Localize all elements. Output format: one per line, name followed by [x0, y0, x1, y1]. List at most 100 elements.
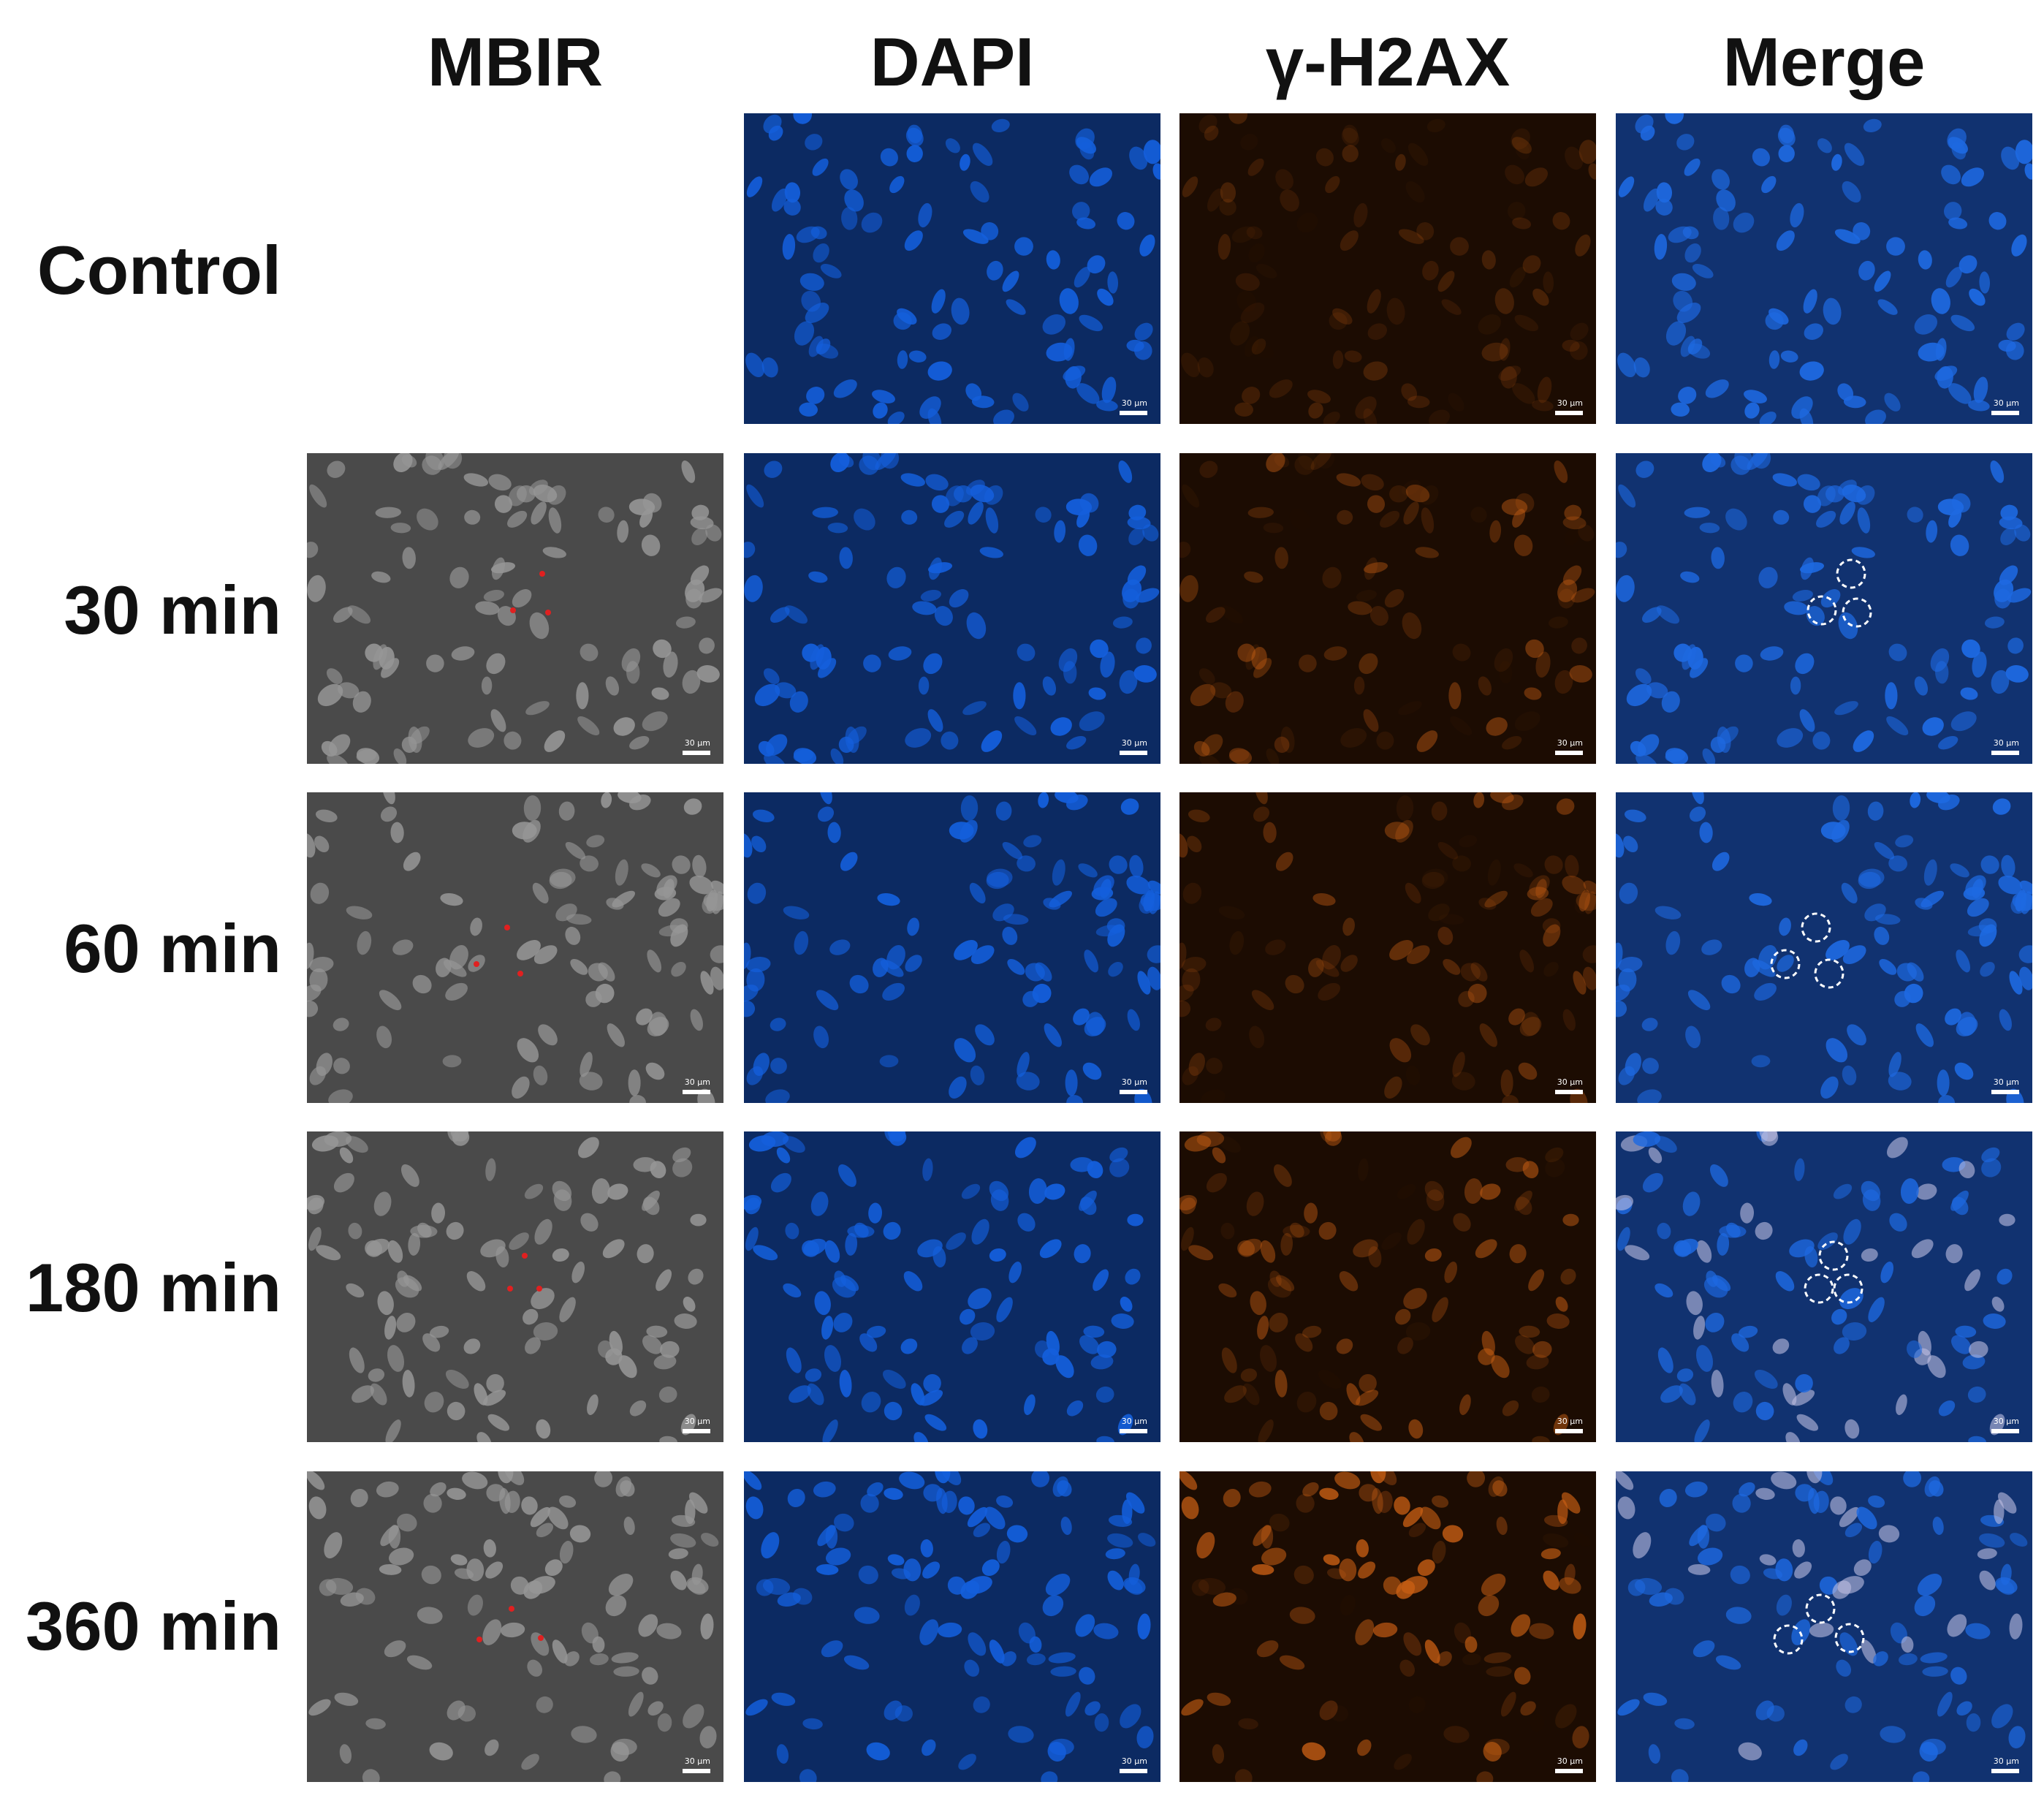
cell-nucleus: [1336, 1338, 1353, 1354]
cell-nucleus: [1003, 914, 1029, 925]
cell-nucleus: [675, 616, 696, 629]
cell-nucleus: [1450, 237, 1469, 256]
cell-nucleus: [745, 1699, 768, 1716]
cell-nucleus: [1562, 565, 1582, 585]
cell-nucleus: [882, 982, 905, 1001]
cell-nucleus: [1253, 806, 1270, 822]
cell-nucleus: [642, 711, 668, 732]
cell-nucleus: [1941, 164, 1961, 185]
cell-nucleus: [1484, 890, 1508, 908]
cell-nucleus: [598, 962, 615, 982]
cell-nucleus: [1834, 701, 1858, 716]
cell-nucleus: [1847, 1024, 1866, 1046]
cell-nucleus: [1938, 1095, 1955, 1103]
cell-nucleus: [628, 1069, 641, 1096]
cell-nucleus: [602, 1239, 625, 1259]
cell-nucleus: [1923, 859, 1937, 886]
cell-nucleus: [1979, 271, 1991, 294]
cell-nucleus: [307, 575, 326, 602]
cell-nucleus: [1255, 264, 1277, 278]
cell-nucleus: [1269, 1312, 1288, 1332]
cell-nucleus: [1917, 1574, 1942, 1596]
cell-nucleus: [475, 601, 500, 615]
cell-nucleus: [533, 1322, 558, 1341]
cell-nucleus: [328, 1089, 353, 1103]
cell-nucleus: [1955, 1325, 1977, 1338]
cell-nucleus: [1616, 985, 1630, 1002]
cell-nucleus: [382, 792, 395, 805]
cell-nucleus: [2009, 1613, 2023, 1639]
cell-nucleus: [645, 1062, 665, 1080]
cell-nucleus: [683, 798, 702, 815]
cell-nucleus: [1772, 473, 1797, 487]
cell-nucleus: [1133, 665, 1157, 683]
irradiation-point-marker: [510, 607, 516, 613]
cell-nucleus: [1251, 646, 1267, 670]
cell-nucleus: [1093, 1269, 1109, 1292]
cell-nucleus: [1127, 1009, 1140, 1031]
cell-nucleus: [1353, 1239, 1378, 1258]
cell-nucleus: [1370, 1471, 1386, 1484]
cell-nucleus: [1198, 668, 1215, 684]
cell-nucleus: [1139, 234, 1155, 257]
cell-nucleus: [1616, 1000, 1627, 1017]
cell-nucleus: [1494, 648, 1513, 672]
cell-nucleus: [1537, 376, 1552, 403]
cell-nucleus: [931, 495, 950, 513]
cell-nucleus: [1931, 288, 1950, 314]
cell-nucleus: [1920, 1738, 1946, 1756]
cell-nucleus: [1486, 717, 1508, 736]
cell-nucleus: [1951, 1197, 1969, 1216]
cell-nucleus: [897, 350, 908, 369]
cell-nucleus: [1198, 1577, 1226, 1595]
cell-nucleus: [1334, 1471, 1361, 1490]
cell-nucleus: [400, 1164, 419, 1187]
cell-nucleus: [1253, 658, 1272, 678]
cell-nucleus: [1950, 711, 1977, 732]
cell-nucleus: [494, 495, 513, 513]
cell-nucleus: [863, 654, 881, 672]
cell-nucleus: [782, 234, 796, 260]
cell-nucleus: [1514, 314, 1539, 332]
cell-nucleus: [1676, 134, 1695, 151]
cell-nucleus: [1274, 455, 1290, 468]
cell-nucleus: [1048, 1652, 1076, 1664]
cell-nucleus: [1505, 164, 1525, 185]
cell-nucleus: [1501, 498, 1528, 516]
cell-nucleus: [1304, 1202, 1318, 1224]
cell-nucleus: [1384, 1076, 1402, 1099]
cell-nucleus: [533, 1065, 548, 1085]
cell-nucleus: [1059, 288, 1079, 314]
cell-nucleus: [1535, 651, 1551, 678]
cell-nucleus: [1556, 798, 1575, 815]
cell-nucleus: [1531, 1386, 1550, 1403]
cell-nucleus: [1101, 376, 1117, 403]
cell-nucleus: [355, 1588, 376, 1605]
cell-nucleus: [1682, 1191, 1701, 1216]
cell-nucleus: [1618, 957, 1643, 973]
cell-nucleus: [347, 605, 371, 624]
cell-nucleus: [1198, 114, 1217, 134]
cell-nucleus: [1559, 1577, 1581, 1594]
cell-nucleus: [1453, 1213, 1471, 1232]
dashed-circle-marker: [1805, 1593, 1836, 1624]
cell-nucleus: [840, 852, 858, 871]
cell-nucleus: [1289, 1607, 1315, 1624]
cell-nucleus: [744, 542, 756, 558]
cell-nucleus: [488, 474, 512, 491]
cell-nucleus: [1858, 868, 1885, 887]
cell-nucleus: [553, 1189, 572, 1211]
cell-nucleus: [1353, 676, 1365, 695]
cell-nucleus: [1733, 212, 1755, 233]
cell-nucleus: [1515, 493, 1535, 513]
cell-nucleus: [1452, 643, 1471, 661]
cell-nucleus: [1740, 1202, 1755, 1224]
cell-nucleus: [1008, 1262, 1022, 1284]
cell-nucleus: [1573, 1613, 1587, 1639]
cell-nucleus: [1225, 691, 1244, 713]
cell-nucleus: [1972, 651, 1987, 678]
cell-nucleus: [1196, 1131, 1225, 1148]
cell-nucleus: [1329, 312, 1348, 330]
cell-nucleus: [1298, 453, 1317, 471]
cell-nucleus: [1397, 1337, 1413, 1354]
